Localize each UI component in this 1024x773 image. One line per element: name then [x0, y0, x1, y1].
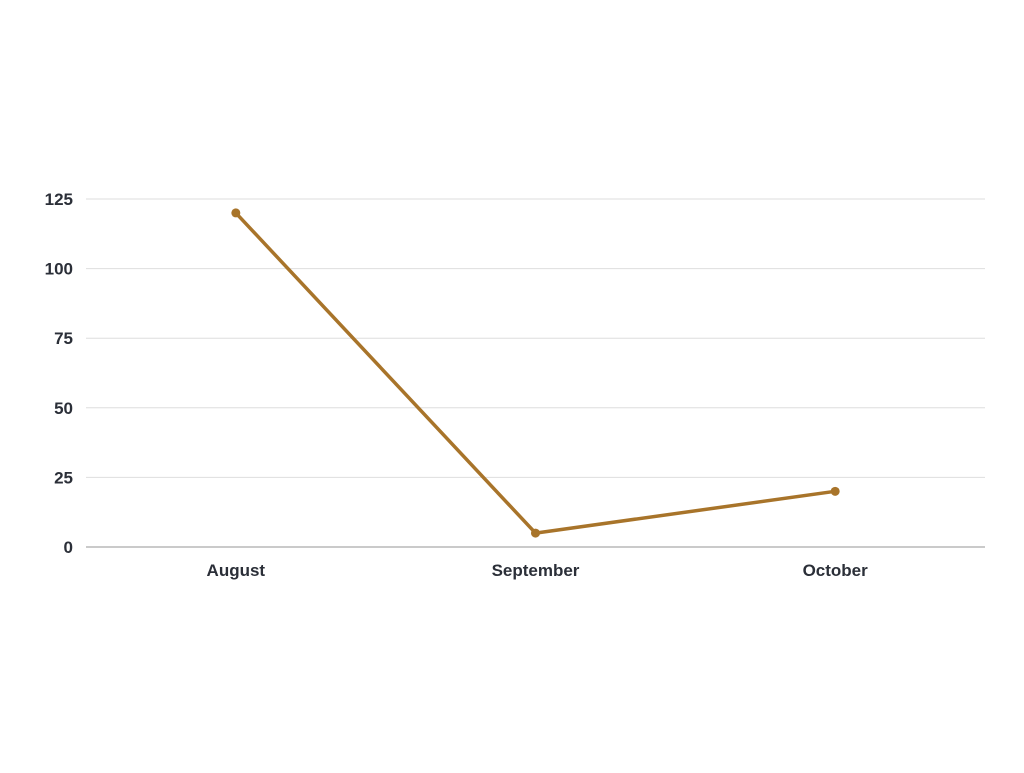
y-tick-label: 75 — [54, 329, 73, 348]
data-point-october[interactable] — [830, 486, 840, 496]
y-tick-label: 0 — [64, 538, 73, 557]
series-layer — [231, 208, 840, 538]
y-tick-label: 100 — [45, 260, 73, 279]
y-tick-label: 50 — [54, 399, 73, 418]
y-tick-label: 25 — [54, 468, 73, 487]
gridlines — [86, 198, 985, 478]
x-tick-label: August — [207, 561, 266, 580]
x-tick-label: September — [492, 561, 580, 580]
data-point-august[interactable] — [231, 208, 241, 218]
y-axis: 0 25 50 75 100 125 — [45, 190, 73, 557]
data-point-september[interactable] — [531, 528, 540, 538]
x-tick-label: October — [803, 561, 869, 580]
series-line — [234, 211, 837, 535]
y-tick-label: 125 — [45, 190, 73, 209]
x-axis: August September October — [86, 546, 985, 580]
